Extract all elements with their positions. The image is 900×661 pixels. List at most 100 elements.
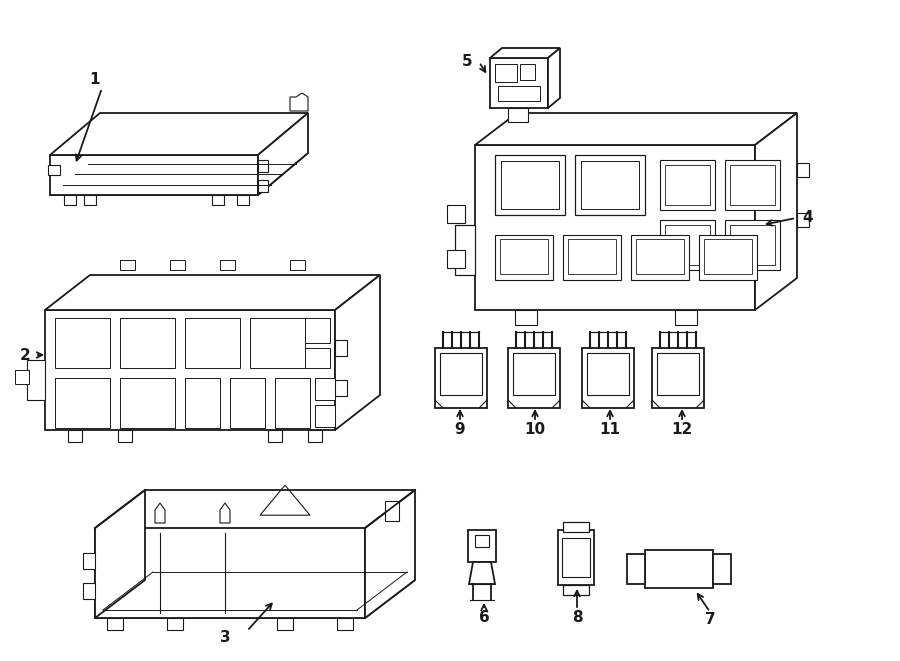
FancyBboxPatch shape — [558, 530, 594, 585]
Polygon shape — [675, 310, 697, 325]
FancyBboxPatch shape — [704, 239, 752, 274]
Polygon shape — [475, 145, 755, 310]
FancyBboxPatch shape — [305, 318, 330, 343]
Polygon shape — [118, 430, 132, 442]
FancyBboxPatch shape — [513, 353, 555, 395]
FancyBboxPatch shape — [730, 225, 775, 265]
Polygon shape — [475, 113, 797, 145]
FancyBboxPatch shape — [725, 160, 780, 210]
Polygon shape — [83, 553, 95, 569]
FancyBboxPatch shape — [665, 165, 710, 205]
Text: 9: 9 — [454, 422, 465, 438]
Polygon shape — [212, 195, 224, 205]
Polygon shape — [120, 260, 135, 270]
Polygon shape — [713, 554, 731, 584]
Polygon shape — [290, 93, 308, 111]
Polygon shape — [45, 275, 380, 310]
Polygon shape — [335, 275, 380, 430]
Polygon shape — [64, 195, 76, 205]
Circle shape — [716, 563, 728, 575]
Polygon shape — [490, 58, 548, 108]
Polygon shape — [365, 490, 415, 618]
Polygon shape — [290, 260, 305, 270]
Polygon shape — [95, 528, 365, 618]
Polygon shape — [27, 360, 45, 400]
Polygon shape — [335, 340, 347, 356]
Polygon shape — [95, 580, 415, 618]
Polygon shape — [220, 260, 235, 270]
FancyBboxPatch shape — [495, 155, 565, 215]
FancyBboxPatch shape — [665, 225, 710, 265]
FancyBboxPatch shape — [636, 239, 684, 274]
FancyBboxPatch shape — [587, 353, 629, 395]
FancyBboxPatch shape — [230, 378, 265, 428]
Polygon shape — [95, 490, 145, 618]
Polygon shape — [83, 583, 95, 599]
Polygon shape — [268, 430, 282, 442]
FancyBboxPatch shape — [657, 353, 699, 395]
FancyBboxPatch shape — [185, 318, 240, 368]
FancyBboxPatch shape — [500, 239, 548, 274]
Polygon shape — [45, 310, 335, 430]
FancyBboxPatch shape — [563, 522, 589, 532]
FancyBboxPatch shape — [250, 318, 305, 368]
FancyBboxPatch shape — [645, 550, 713, 588]
Polygon shape — [50, 155, 258, 195]
FancyBboxPatch shape — [120, 378, 175, 428]
Polygon shape — [627, 554, 645, 584]
Text: 10: 10 — [525, 422, 545, 438]
Polygon shape — [335, 380, 347, 396]
Polygon shape — [258, 180, 268, 192]
Polygon shape — [447, 205, 465, 223]
Polygon shape — [797, 163, 809, 177]
Polygon shape — [308, 430, 322, 442]
FancyBboxPatch shape — [305, 348, 330, 368]
FancyBboxPatch shape — [631, 235, 689, 280]
Text: 6: 6 — [479, 611, 490, 625]
FancyBboxPatch shape — [498, 86, 540, 101]
FancyBboxPatch shape — [563, 235, 621, 280]
FancyBboxPatch shape — [562, 538, 590, 577]
Polygon shape — [50, 153, 308, 195]
Polygon shape — [490, 48, 560, 58]
FancyBboxPatch shape — [385, 501, 399, 521]
Polygon shape — [258, 113, 308, 195]
FancyBboxPatch shape — [55, 378, 110, 428]
Polygon shape — [277, 618, 293, 630]
Text: 7: 7 — [705, 613, 716, 627]
Polygon shape — [260, 485, 310, 515]
FancyBboxPatch shape — [495, 64, 517, 82]
Polygon shape — [107, 618, 123, 630]
FancyBboxPatch shape — [315, 405, 335, 427]
Polygon shape — [258, 160, 268, 172]
Text: 12: 12 — [671, 422, 693, 438]
FancyBboxPatch shape — [730, 165, 775, 205]
FancyBboxPatch shape — [581, 161, 639, 209]
FancyBboxPatch shape — [55, 318, 110, 368]
Polygon shape — [167, 618, 183, 630]
FancyBboxPatch shape — [440, 353, 482, 395]
FancyBboxPatch shape — [15, 370, 29, 384]
FancyBboxPatch shape — [725, 220, 780, 270]
FancyBboxPatch shape — [501, 161, 559, 209]
Polygon shape — [455, 225, 475, 275]
Text: 8: 8 — [572, 611, 582, 625]
FancyBboxPatch shape — [435, 348, 487, 408]
FancyBboxPatch shape — [660, 160, 715, 210]
Polygon shape — [237, 195, 249, 205]
FancyBboxPatch shape — [575, 155, 645, 215]
Polygon shape — [755, 113, 797, 310]
FancyBboxPatch shape — [660, 220, 715, 270]
FancyBboxPatch shape — [508, 348, 560, 408]
Polygon shape — [447, 250, 465, 268]
Polygon shape — [548, 48, 560, 108]
FancyBboxPatch shape — [315, 378, 335, 400]
FancyBboxPatch shape — [495, 235, 553, 280]
FancyBboxPatch shape — [48, 165, 60, 175]
Polygon shape — [515, 310, 537, 325]
Text: 1: 1 — [90, 73, 100, 87]
Polygon shape — [155, 503, 165, 523]
FancyBboxPatch shape — [475, 535, 489, 547]
FancyBboxPatch shape — [563, 585, 589, 595]
Polygon shape — [68, 430, 82, 442]
